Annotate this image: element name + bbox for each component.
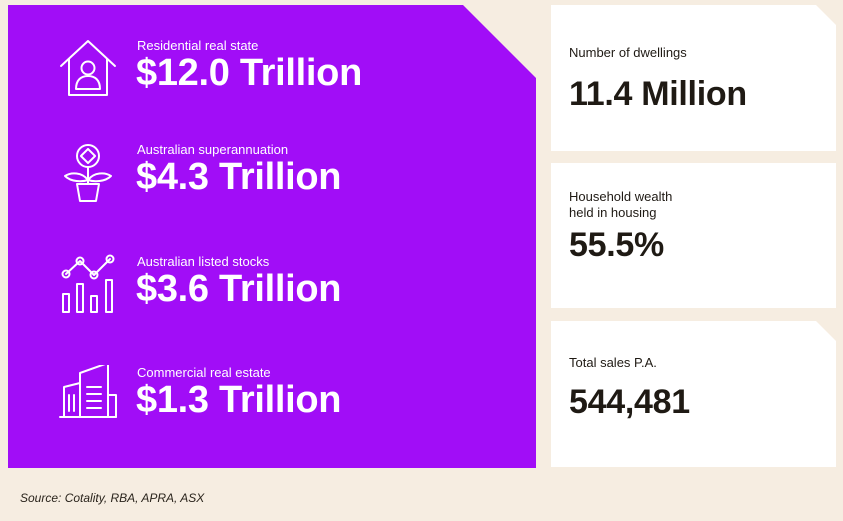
plant-coin-icon — [58, 142, 118, 206]
card-value: 55.5% — [569, 226, 664, 264]
metric-superannuation: Australian superannuation $4.3 Trillion — [8, 142, 528, 232]
card-label: Total sales P.A. — [569, 355, 657, 371]
card-label-line: Household wealth — [569, 189, 673, 204]
stock-chart-icon — [58, 254, 118, 318]
metric-label: Australian listed stocks — [137, 254, 270, 269]
metric-value: $12.0 Trillion — [136, 52, 363, 94]
card-household-wealth: Household wealth held in housing 55.5% — [551, 163, 836, 308]
source-note: Source: Cotality, RBA, APRA, ASX — [20, 491, 205, 505]
metric-commercial: Commercial real estate $1.3 Trillion — [8, 365, 528, 455]
card-label: Number of dwellings — [569, 45, 687, 61]
card-value: 11.4 Million — [569, 75, 747, 113]
card-dwellings: Number of dwellings 11.4 Million — [551, 5, 836, 151]
card-label-line: Number of dwellings — [569, 45, 687, 60]
metrics-panel: Residential real state $12.0 Trillion Au… — [8, 5, 536, 468]
metric-value: $3.6 Trillion — [136, 268, 342, 310]
metric-label: Residential real state — [137, 38, 259, 53]
card-value: 544,481 — [569, 383, 690, 421]
card-label-line: Total sales P.A. — [569, 355, 657, 370]
card-label: Household wealth held in housing — [569, 189, 672, 221]
metric-label: Australian superannuation — [137, 142, 289, 157]
office-buildings-icon — [58, 365, 118, 429]
metric-residential: Residential real state $12.0 Trillion — [8, 38, 528, 128]
card-total-sales: Total sales P.A. 544,481 — [551, 321, 836, 467]
card-label-line: held in housing — [569, 205, 657, 220]
house-person-icon — [58, 38, 118, 102]
metric-value: $1.3 Trillion — [136, 379, 342, 421]
metric-value: $4.3 Trillion — [136, 156, 342, 198]
metric-label: Commercial real estate — [137, 365, 271, 380]
metric-listed-stocks: Australian listed stocks $3.6 Trillion — [8, 254, 528, 344]
